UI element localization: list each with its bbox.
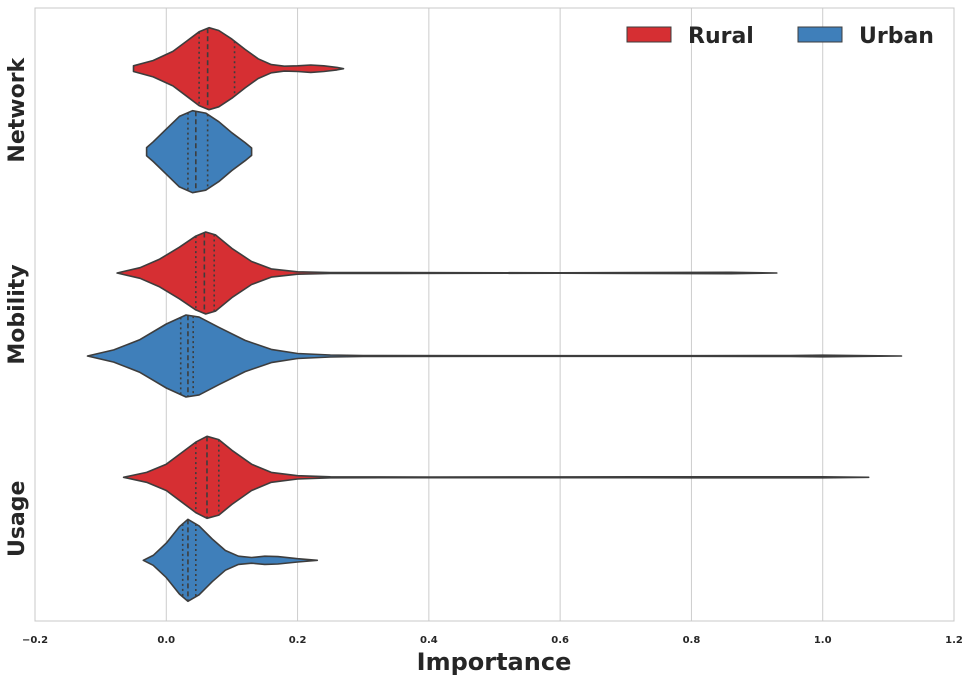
x-tick-label: −0.2	[22, 635, 48, 646]
plot-area	[35, 8, 954, 621]
x-tick-label: 0.0	[157, 635, 175, 646]
x-tick-label: 0.8	[683, 635, 701, 646]
violin-rural-mobility	[116, 231, 778, 315]
x-tick-label: 1.2	[945, 635, 963, 646]
category-label-network: Network	[5, 56, 30, 162]
violin-urban-mobility	[86, 314, 903, 398]
plot-frame	[34, 7, 955, 622]
violin-urban-network	[145, 109, 253, 194]
x-tick-label: 0.4	[420, 635, 438, 646]
x-tick-label: 0.2	[289, 635, 307, 646]
x-tick-label: 1.0	[814, 635, 832, 646]
violin-urban-usage	[142, 518, 319, 603]
category-label-mobility: Mobility	[5, 264, 30, 364]
violin-rural-usage	[122, 435, 870, 520]
violins	[86, 26, 903, 603]
violin-rural-network	[132, 26, 345, 111]
x-tick-labels: −0.2 0.0 0.2 0.4 0.6 0.8 1.0 1.2	[22, 635, 963, 646]
x-tick-label: 0.6	[551, 635, 569, 646]
category-label-usage: Usage	[5, 481, 30, 557]
legend-swatch-rural	[626, 26, 672, 43]
x-axis-title: Importance	[417, 648, 572, 676]
gridlines	[165, 8, 824, 621]
legend-label-urban: Urban	[859, 24, 934, 49]
legend-swatch-urban	[797, 26, 843, 43]
legend-label-rural: Rural	[688, 24, 754, 49]
category-labels: Network Mobility Usage	[5, 56, 30, 557]
legend: Rural Urban	[626, 24, 934, 49]
